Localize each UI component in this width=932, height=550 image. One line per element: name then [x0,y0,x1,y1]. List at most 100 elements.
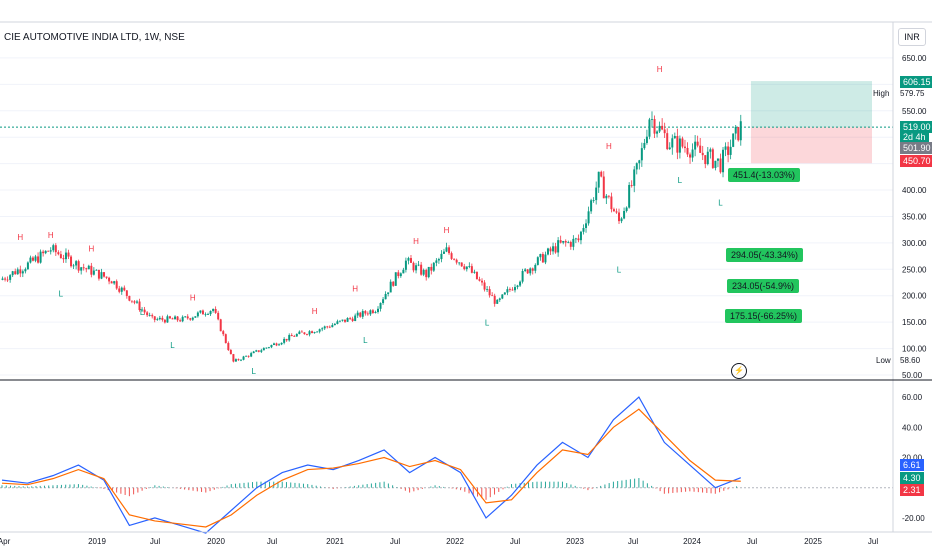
candle-body [422,269,425,275]
candle-body [678,138,681,153]
candle-body [488,289,491,296]
candle-body [311,331,314,334]
candle-body [437,259,440,261]
candle-body [554,246,557,253]
candle-body [663,129,666,134]
candle-body [141,309,144,311]
candle-body [407,258,410,261]
candle-body [196,312,199,317]
candle-body [1,278,4,280]
price-tick-label: 150.00 [902,318,927,327]
pivot-low-marker: L [363,336,368,345]
candle-body [681,138,684,147]
candle-body [252,351,255,354]
candle-body [666,133,669,150]
time-tick-label: Jul [747,537,757,546]
macd-badge: 6.61 [900,459,924,471]
candle-body [600,171,603,177]
candle-body [722,149,725,173]
candle-body [607,195,610,197]
candle-body [683,146,686,148]
candle-body [491,295,494,297]
candle-body [283,338,286,343]
price-badge: 450.70 [900,155,932,167]
candle-body [257,350,260,352]
candle-body [163,319,166,323]
candle-body [412,262,415,271]
candle-body [475,271,478,280]
candle-body [262,348,265,351]
candle-body [67,252,70,257]
candle-body [331,325,334,328]
candle-body [519,281,522,286]
candle-body [516,285,519,288]
candle-body [305,334,308,335]
price-tick-label: 650.00 [902,54,927,63]
candle-body [328,326,331,328]
candle-body [572,238,575,247]
candle-body [546,248,549,255]
macd-badge: 4.30 [900,472,924,484]
pivot-low-marker: L [251,367,256,376]
candle-body [29,257,32,263]
candle-body [521,270,524,282]
candle-body [72,265,75,267]
candle-body [676,135,679,153]
high-label: High [873,89,890,98]
candle-body [564,241,567,243]
candle-body [242,356,245,360]
candle-body [486,289,489,290]
candle-body [227,343,230,351]
pivot-low-marker: L [718,199,723,208]
candle-body [544,254,547,263]
candle-body [143,309,146,313]
candle-body [47,250,50,252]
candle-body [341,319,344,321]
candle-body [425,269,428,278]
candle-body [270,344,273,348]
candle-body [734,127,737,134]
candle-body [179,320,182,322]
candle-body [417,264,420,266]
candle-body [298,331,301,335]
candle-body [344,319,347,322]
price-tick-label: 350.00 [902,212,927,221]
candle-body [374,311,377,313]
candle-body [204,314,207,316]
candle-body [623,210,626,219]
candle-body [280,342,283,345]
candle-body [153,316,156,320]
candle-body [138,301,141,310]
candle-body [549,248,552,252]
candle-body [212,309,215,311]
candle-body [402,269,405,274]
pivot-high-marker: H [17,233,23,242]
candle-body [615,211,618,213]
position-zones [0,81,893,164]
candle-body [285,338,288,341]
candle-body [513,287,516,291]
price-tick-label: 300.00 [902,239,927,248]
candle-body [694,141,697,150]
candle-body [351,318,354,321]
candle-body [686,147,689,155]
lightning-icon[interactable]: ⚡ [731,363,747,379]
time-tick-label: 2019 [88,537,106,546]
candle-body [135,301,138,303]
candle-body [128,295,131,301]
pivot-high-marker: H [444,226,450,235]
candle-body [706,151,709,165]
candle-body [240,359,243,361]
candle-body [64,252,67,260]
time-tick-label: 2022 [446,537,464,546]
pivot-high-marker: H [352,284,358,293]
candle-body [250,353,253,357]
candle-body [186,316,189,319]
pivot-low-marker: L [678,176,683,185]
candle-body [620,218,623,222]
candle-body [382,299,385,304]
currency-button[interactable]: INR [898,28,926,46]
projection-label: 294.05(-43.34%) [726,248,804,262]
candle-body [618,212,621,222]
candle-body [42,251,45,254]
